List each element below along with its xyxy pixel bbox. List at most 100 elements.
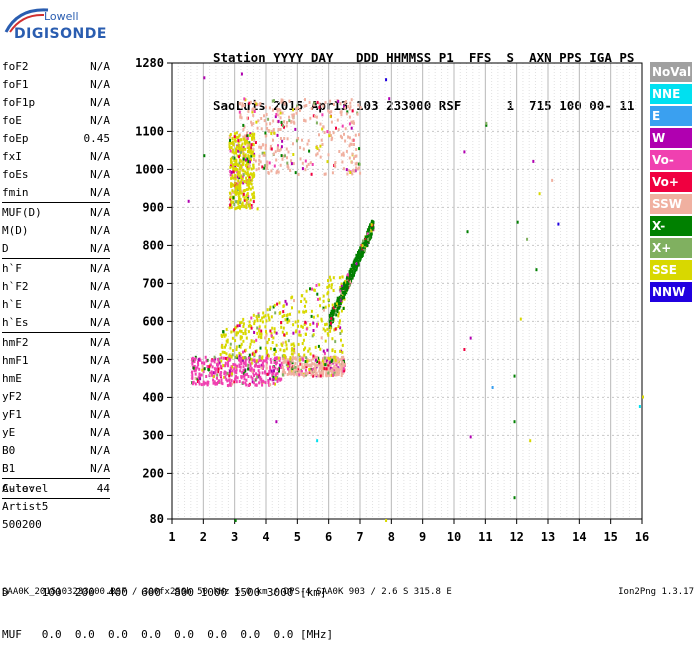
echo-point (265, 122, 268, 126)
echo-point (251, 108, 254, 112)
echo-point (245, 165, 248, 169)
echo-point (241, 102, 244, 106)
echo-point (331, 303, 334, 307)
echo-point (257, 335, 260, 339)
echo-point (231, 369, 234, 373)
param-row: fxI N/A (2, 148, 110, 166)
echo-point (220, 378, 223, 382)
echo-point (228, 206, 231, 210)
echo-point (244, 369, 247, 373)
echo-point (278, 369, 280, 373)
echo-point (273, 358, 276, 361)
echo-point (233, 203, 236, 206)
echo-point (315, 283, 318, 287)
echo-point (355, 253, 358, 257)
x-tick-label: 12 (509, 530, 523, 544)
echo-point (237, 206, 240, 209)
echo-point (247, 160, 250, 164)
echo-point (272, 381, 275, 385)
echo-point (341, 288, 344, 292)
echo-point (321, 143, 324, 146)
echo-point (319, 122, 322, 126)
echo-point (245, 161, 248, 165)
echo-point (304, 168, 307, 172)
echo-point (301, 342, 304, 345)
echo-point (234, 181, 237, 185)
echo-point (348, 136, 351, 140)
scatter-point (385, 519, 388, 522)
echo-point (316, 364, 319, 367)
echo-point (204, 381, 207, 385)
echo-point (320, 372, 323, 376)
echo-point (314, 367, 317, 371)
echo-point (319, 304, 322, 308)
y-tick-label: 200 (142, 466, 164, 480)
echo-point (288, 319, 291, 323)
echo-point (239, 180, 242, 184)
echo-point (291, 114, 294, 118)
y-tick-label: 600 (142, 314, 164, 328)
echo-point (359, 171, 362, 175)
echo-point (235, 151, 237, 155)
echo-point (340, 329, 343, 333)
echo-point (278, 358, 281, 362)
echo-point (309, 116, 312, 120)
echo-point (238, 354, 241, 358)
echo-point (306, 359, 309, 363)
echo-point (300, 300, 303, 303)
x-tick-label: 13 (541, 530, 555, 544)
echo-point (345, 100, 348, 104)
echo-point (237, 140, 240, 144)
echo-point (240, 329, 243, 333)
echo-point (265, 351, 268, 355)
echo-point (336, 296, 339, 300)
echo-point (335, 363, 338, 367)
echo-point (259, 375, 262, 379)
echo-point (253, 107, 256, 111)
echo-point (260, 117, 263, 120)
echo-point (244, 348, 247, 352)
echo-point (288, 368, 291, 372)
echo-point (358, 162, 361, 166)
echo-point (272, 369, 275, 373)
echo-point (239, 146, 242, 150)
echo-point (256, 319, 259, 323)
echo-point (222, 330, 225, 334)
echo-point (254, 159, 257, 163)
echo-point (245, 204, 248, 208)
echo-point (248, 173, 251, 177)
echo-point (372, 220, 375, 224)
echo-point (249, 172, 252, 176)
echo-point (307, 139, 310, 143)
echo-point (311, 287, 313, 291)
echo-point (249, 368, 252, 372)
echo-point (371, 227, 374, 231)
param-value: N/A (90, 298, 110, 311)
x-tick-label: 11 (478, 530, 492, 544)
echo-point (226, 384, 229, 387)
echo-point (284, 154, 286, 158)
echo-point (355, 154, 358, 158)
echo-point (247, 367, 250, 371)
echo-point (238, 195, 241, 199)
echo-point (220, 345, 223, 349)
echo-point (248, 147, 251, 151)
echo-point (311, 367, 314, 371)
echo-point (246, 180, 249, 184)
echo-point (244, 332, 247, 336)
echo-point (340, 360, 343, 364)
scatter-point (203, 154, 206, 158)
echo-point (270, 147, 273, 151)
echo-point (265, 105, 267, 109)
echo-point (268, 371, 271, 375)
echo-point (209, 363, 212, 367)
echo-point (348, 122, 351, 126)
echo-point (240, 342, 243, 346)
echo-point (245, 198, 248, 202)
param-row: M(D) N/A (2, 222, 110, 240)
echo-point (277, 170, 280, 174)
echo-point (328, 357, 331, 361)
echo-point (238, 134, 241, 138)
echo-point (244, 381, 247, 385)
file-info: SAA0K_2015103233000.RSF / 300fx256h 50 k… (2, 587, 452, 597)
